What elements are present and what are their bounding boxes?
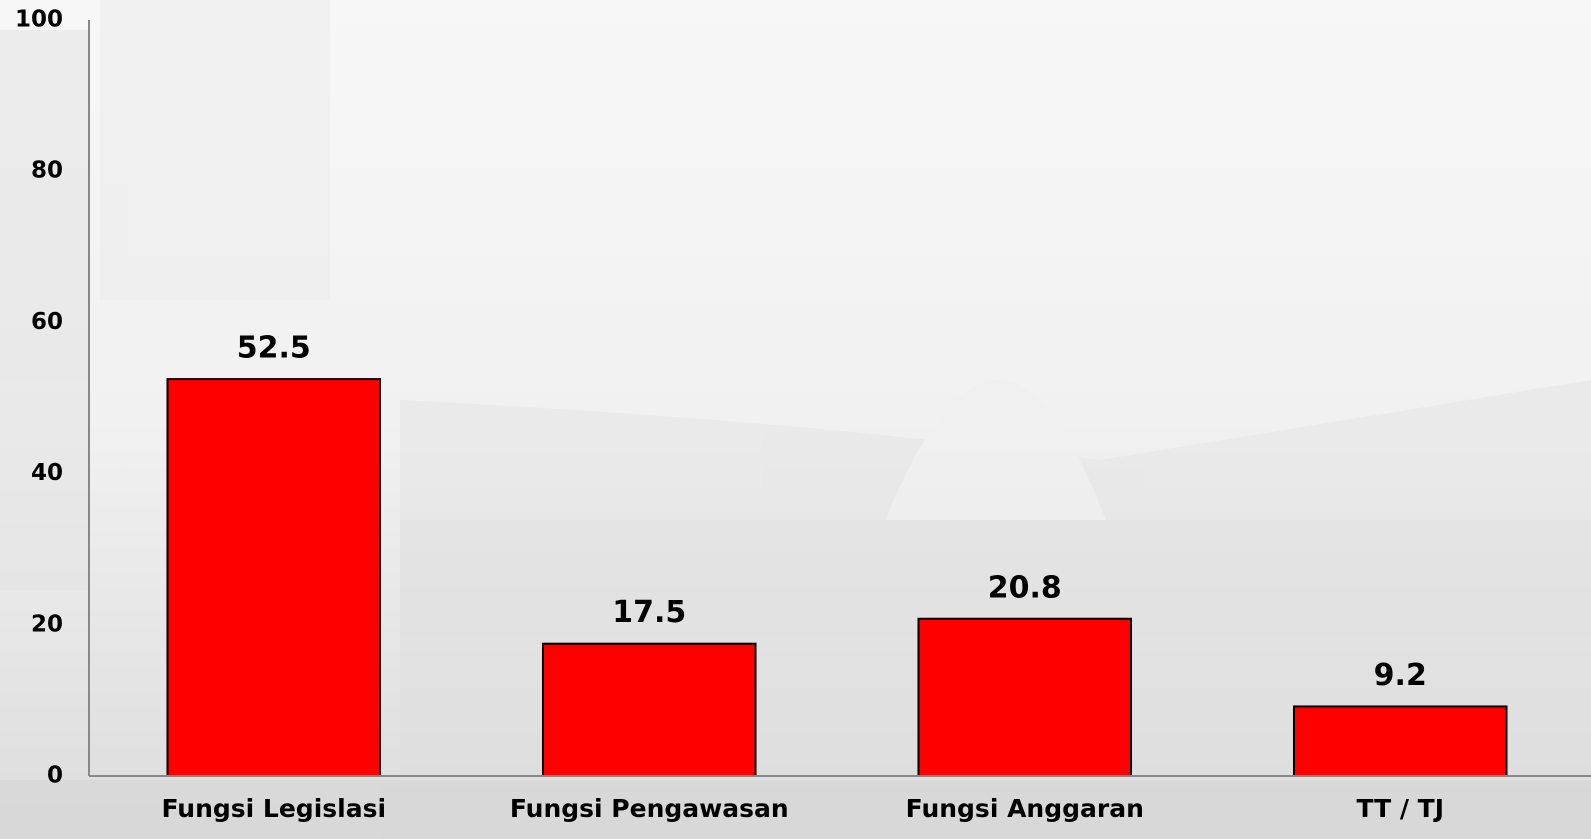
- x-tick-label: Fungsi Legislasi: [161, 794, 386, 823]
- y-tick-label: 20: [31, 611, 63, 637]
- y-tick-label: 100: [15, 7, 63, 33]
- x-tick-label: Fungsi Pengawasan: [510, 794, 789, 823]
- x-tick-label: TT / TJ: [1356, 794, 1444, 823]
- y-tick-label: 80: [31, 158, 63, 184]
- bar: [1292, 705, 1508, 777]
- value-label: 20.8: [988, 570, 1062, 605]
- y-tick-label: 60: [31, 309, 63, 335]
- value-label: 17.5: [612, 595, 686, 630]
- y-tick-label: 0: [47, 763, 63, 789]
- bar: [917, 617, 1133, 778]
- value-label: 9.2: [1374, 658, 1427, 693]
- bar: [166, 378, 382, 777]
- y-tick-label: 40: [31, 460, 63, 486]
- bar: [541, 642, 757, 778]
- x-tick-label: Fungsi Anggaran: [906, 794, 1144, 823]
- value-label: 52.5: [237, 331, 311, 366]
